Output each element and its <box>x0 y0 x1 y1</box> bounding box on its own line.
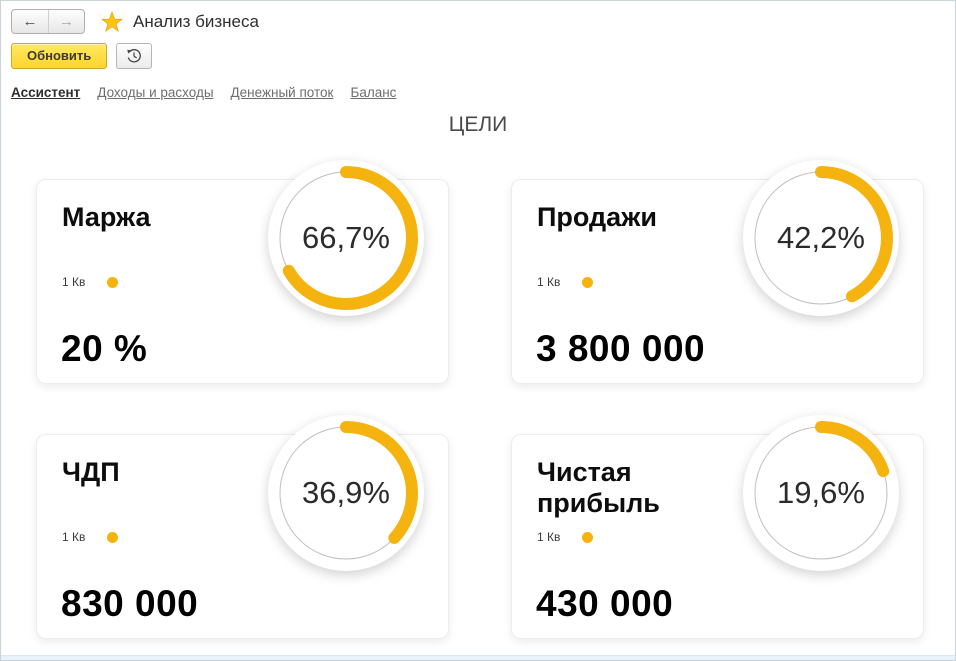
refresh-button[interactable]: Обновить <box>11 43 108 69</box>
forward-button[interactable]: → <box>48 10 84 33</box>
history-button[interactable] <box>116 43 153 69</box>
goal-target-value: 3 800 000 <box>536 328 706 369</box>
progress-gauge: 42,2% <box>743 160 899 316</box>
goal-card-margin: Маржа 1 Кв 20 % 66,7% <box>36 160 449 384</box>
legend-dot-icon <box>582 531 594 543</box>
window-bottom-edge <box>1 655 955 660</box>
progress-gauge: 66,7% <box>268 160 424 316</box>
card-legend: 1 Кв <box>537 530 923 544</box>
card-legend: 1 Кв <box>62 530 448 544</box>
header: ← → Анализ бизнеса <box>11 9 259 34</box>
section-heading: ЦЕЛИ <box>448 113 508 136</box>
goal-target-value: 830 000 <box>61 583 199 624</box>
goal-cards-grid: Маржа 1 Кв 20 % 66,7% Продажи 1 Кв 3 800… <box>36 160 924 639</box>
gauge-arc <box>749 166 893 310</box>
gauge-percent-label: 19,6% <box>777 475 865 510</box>
legend-dot-icon <box>107 276 119 288</box>
goal-card-ncf: ЧДП 1 Кв 830 000 36,9% <box>36 415 449 639</box>
card-title: ЧДП <box>62 457 120 487</box>
card-title: Продажи <box>537 202 657 232</box>
legend-period-label: 1 Кв <box>62 530 86 544</box>
toolbar: Обновить <box>11 43 153 69</box>
goal-card-sales: Продажи 1 Кв 3 800 000 42,2% <box>511 160 924 384</box>
history-clock-icon <box>127 49 142 63</box>
card-legend: 1 Кв <box>62 275 448 289</box>
progress-gauge: 19,6% <box>743 415 899 571</box>
card-title: Чистая прибыль <box>537 457 660 518</box>
tab-cash-flow[interactable]: Денежный поток <box>230 85 334 100</box>
back-button[interactable]: ← <box>12 10 48 33</box>
gauge-percent-label: 36,9% <box>302 475 390 510</box>
goal-target-value: 430 000 <box>536 583 674 624</box>
legend-dot-icon <box>107 531 119 543</box>
tab-assistant[interactable]: Ассистент <box>11 85 81 100</box>
gauge-arc <box>274 166 418 310</box>
progress-gauge: 36,9% <box>268 415 424 571</box>
nav-tabs: Ассистент Доходы и расходы Денежный пото… <box>11 85 396 100</box>
legend-period-label: 1 Кв <box>537 275 561 289</box>
legend-period-label: 1 Кв <box>62 275 86 289</box>
goal-card-net-profit: Чистая прибыль 1 Кв 430 000 19,6% <box>511 415 924 639</box>
gauge-arc <box>274 421 418 565</box>
tab-income-expenses[interactable]: Доходы и расходы <box>97 85 214 100</box>
gauge-percent-label: 42,2% <box>777 220 865 255</box>
tab-balance[interactable]: Баланс <box>350 85 397 100</box>
legend-period-label: 1 Кв <box>537 530 561 544</box>
gauge-percent-label: 66,7% <box>302 220 390 255</box>
gauge-arc <box>749 421 893 565</box>
legend-dot-icon <box>582 276 594 288</box>
card-title: Маржа <box>62 202 151 232</box>
history-nav-group: ← → <box>11 9 85 34</box>
card-legend: 1 Кв <box>537 275 923 289</box>
goal-target-value: 20 % <box>61 328 148 369</box>
favorite-star-icon[interactable] <box>101 10 123 33</box>
page-title: Анализ бизнеса <box>133 11 259 31</box>
